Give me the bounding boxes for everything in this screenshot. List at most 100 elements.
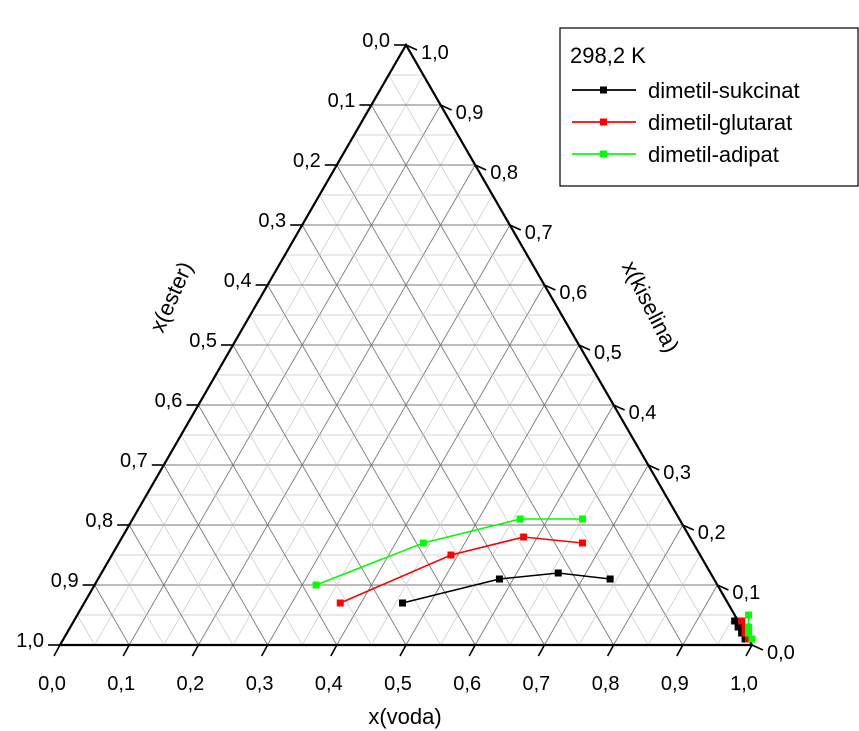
bottom-tick-label: 0,8 bbox=[592, 673, 620, 695]
grid-line-ester bbox=[111, 554, 165, 646]
bottom-tick bbox=[260, 644, 269, 657]
organic-phase-point bbox=[312, 581, 320, 589]
organic-phase-line bbox=[315, 518, 583, 586]
series-dimetil-glutarat bbox=[336, 533, 753, 643]
right-tick bbox=[751, 644, 764, 651]
legend-marker bbox=[600, 118, 607, 126]
right-tick-label: 1,0 bbox=[421, 42, 449, 64]
left-tick-label: 0,8 bbox=[85, 510, 113, 532]
grid-line-voda bbox=[94, 74, 424, 646]
bottom-tick bbox=[399, 644, 407, 657]
aqueous-phase-point bbox=[748, 635, 756, 643]
aqueous-phase-point bbox=[738, 617, 746, 625]
right-axis-title: x(kiselina) bbox=[617, 257, 684, 357]
grid-line-ester bbox=[388, 74, 718, 646]
grid bbox=[76, 74, 736, 646]
legend-title: 298,2 K bbox=[570, 43, 646, 68]
grid-line-ester bbox=[128, 524, 199, 646]
right-tick bbox=[544, 284, 556, 291]
bottom-tick bbox=[606, 644, 615, 657]
right-tick-label: 0,6 bbox=[559, 282, 587, 304]
grid-line-ester bbox=[215, 374, 372, 646]
right-tick bbox=[613, 404, 625, 411]
grid-line-ester bbox=[76, 614, 95, 646]
bottom-tick bbox=[468, 644, 476, 657]
right-tick bbox=[717, 584, 729, 591]
aqueous-phase-point bbox=[731, 617, 739, 625]
grid-line-ester bbox=[232, 344, 407, 646]
legend-marker bbox=[600, 86, 607, 94]
aqueous-phase-point bbox=[734, 623, 742, 631]
grid-line-ester bbox=[249, 314, 441, 646]
right-tick bbox=[647, 464, 660, 471]
right-tick-label: 0,0 bbox=[767, 642, 795, 664]
grid-line-ester bbox=[163, 464, 268, 646]
organic-phase-point bbox=[578, 539, 586, 547]
legend-label: dimetil-glutarat bbox=[648, 110, 792, 135]
grid-line-ester bbox=[353, 134, 649, 646]
organic-phase-line bbox=[402, 572, 611, 604]
organic-phase-point bbox=[606, 575, 614, 583]
right-tick-label: 0,3 bbox=[663, 462, 691, 484]
bottom-tick bbox=[53, 644, 61, 657]
legend-label: dimetil-sukcinat bbox=[648, 78, 800, 103]
legend: 298,2 K dimetil-sukcinat dimetil-glutarat… bbox=[559, 27, 859, 187]
grid-line-ester bbox=[198, 404, 338, 646]
right-tick bbox=[440, 104, 452, 111]
left-tick-label: 0,0 bbox=[362, 30, 390, 52]
bottom-tick bbox=[745, 644, 753, 657]
grid-line-ester bbox=[180, 434, 303, 646]
grid-line-voda bbox=[647, 554, 701, 646]
grid-line-voda bbox=[578, 494, 666, 646]
right-tick-label: 0,8 bbox=[490, 162, 518, 184]
left-axis-title: x(ester) bbox=[145, 258, 198, 336]
bottom-tick-label: 0,6 bbox=[453, 673, 481, 695]
organic-phase-point bbox=[554, 569, 562, 577]
bottom-tick-label: 0,5 bbox=[384, 673, 412, 695]
left-tick-label: 0,5 bbox=[189, 330, 217, 352]
grid-line-ester bbox=[319, 194, 580, 646]
right-tick-label: 0,5 bbox=[594, 342, 622, 364]
ticks: 0,0 0,0 0,0 0,1 0,1 0,1 0,2 0,2 0,2 0,3 0,3 0,3 0,4 0… bbox=[16, 30, 795, 695]
bottom-tick bbox=[191, 644, 200, 657]
bottom-tick-label: 0,4 bbox=[315, 673, 343, 695]
aqueous-phase-point bbox=[745, 623, 753, 631]
bottom-tick-label: 0,1 bbox=[107, 673, 135, 695]
right-tick-label: 0,9 bbox=[456, 102, 484, 124]
right-tick-label: 0,4 bbox=[629, 402, 657, 424]
bottom-tick-label: 0,7 bbox=[522, 673, 550, 695]
grid-line-voda bbox=[613, 524, 684, 646]
left-tick-label: 1,0 bbox=[16, 630, 44, 652]
grid-line-voda bbox=[163, 134, 459, 646]
organic-phase-point bbox=[516, 515, 524, 523]
grid-line-voda bbox=[301, 254, 528, 646]
legend-label: dimetil-adipat bbox=[648, 142, 779, 167]
organic-phase-point bbox=[399, 599, 407, 607]
left-tick-label: 0,9 bbox=[51, 570, 79, 592]
right-tick bbox=[682, 524, 695, 531]
grid-line-voda bbox=[682, 584, 718, 646]
organic-phase-point bbox=[520, 533, 528, 541]
grid-line-voda bbox=[440, 374, 597, 646]
grid-line-ester bbox=[94, 584, 130, 646]
grid-line-voda bbox=[232, 194, 493, 646]
grid-line-voda bbox=[544, 464, 649, 646]
series-dimetil-sukcinat bbox=[399, 569, 749, 643]
left-tick-label: 0,6 bbox=[155, 390, 183, 412]
right-tick bbox=[474, 164, 487, 171]
right-tick bbox=[509, 224, 522, 231]
organic-phase-line bbox=[339, 536, 583, 604]
bottom-tick-label: 0,9 bbox=[661, 673, 689, 695]
bottom-tick-label: 0,0 bbox=[38, 673, 66, 695]
grid-line-voda bbox=[371, 314, 563, 646]
grid-line-voda bbox=[474, 404, 614, 646]
left-tick-label: 0,3 bbox=[258, 210, 286, 232]
right-tick-label: 0,1 bbox=[732, 582, 760, 604]
right-tick bbox=[578, 344, 591, 351]
organic-phase-point bbox=[419, 539, 427, 547]
bottom-tick bbox=[676, 644, 684, 657]
organic-phase-point bbox=[336, 599, 344, 607]
bottom-tick bbox=[537, 644, 546, 657]
organic-phase-point bbox=[578, 515, 586, 523]
